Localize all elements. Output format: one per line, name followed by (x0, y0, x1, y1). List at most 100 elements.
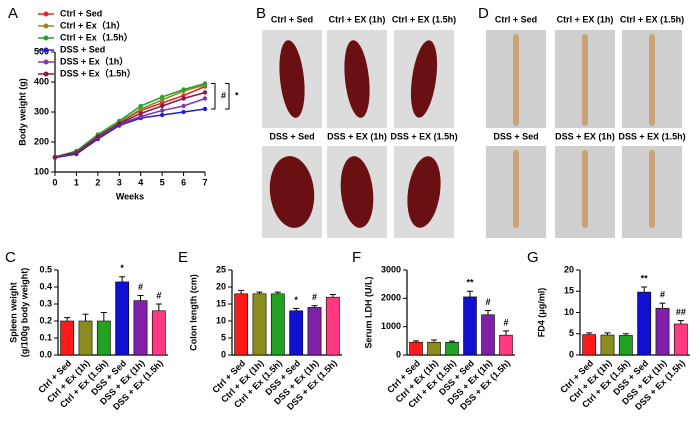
y-tick-label: 0.3 (39, 298, 52, 308)
y-axis-label: (g/100g body weight) (19, 268, 29, 358)
y-axis-label: Colon length (cm) (188, 274, 198, 351)
y-axis-label: Serum LDH (U/L) (363, 276, 373, 348)
colon (513, 34, 519, 126)
panel-letter: A (8, 5, 18, 22)
annotation: # (221, 91, 226, 101)
photo-label: DSS + EX (1h) (555, 131, 615, 141)
y-tick-label: 400 (34, 76, 49, 86)
colon (649, 150, 655, 228)
x-tick-label: 6 (181, 177, 186, 187)
bar (78, 320, 93, 356)
bar-label: # (660, 290, 665, 300)
bar (427, 341, 441, 356)
panel-letter: G (527, 249, 539, 266)
x-tick-label: 7 (202, 177, 207, 187)
point (159, 112, 165, 118)
photo-label: Ctrl + EX (1h) (329, 14, 386, 24)
annotation: * (235, 91, 239, 101)
bar (289, 310, 304, 356)
spleen (340, 156, 374, 228)
y-tick-label: 2000 (381, 293, 401, 303)
series-line (54, 82, 206, 158)
point (159, 108, 165, 113)
legend-label: DSS + Ex（1.5h） (60, 68, 136, 78)
panel-letter: D (478, 5, 489, 22)
y-tick-label: 5 (221, 332, 226, 342)
bar (673, 323, 688, 356)
x-tick-label: 3 (117, 177, 122, 187)
series-line (54, 108, 206, 159)
bar (655, 307, 670, 356)
y-axis-label: Spleen weight (8, 282, 18, 343)
spleen (410, 40, 438, 118)
y-tick-label: 200 (34, 136, 49, 146)
bar (307, 307, 322, 356)
colon (582, 150, 588, 228)
x-tick-label: 4 (138, 177, 143, 187)
y-axis-label: Body weight (g) (17, 78, 27, 146)
x-tick-label: 1 (74, 177, 79, 187)
point (181, 103, 186, 109)
legend-marker (43, 59, 49, 65)
bar (582, 334, 597, 356)
bar-label: # (138, 282, 143, 292)
bar (115, 281, 130, 356)
bar (481, 314, 495, 356)
bar-label: * (294, 295, 298, 305)
bar (499, 334, 513, 356)
y-tick-label: 25 (216, 264, 226, 274)
point (202, 96, 208, 101)
legend-label: DSS + Ex（1h） (60, 56, 128, 66)
colon (582, 34, 588, 126)
point (159, 94, 165, 100)
photo-label: Ctrl + Sed (271, 14, 313, 24)
point (202, 106, 208, 112)
y-tick-label: 500 (34, 46, 49, 56)
legend-label: Ctrl + Sed (60, 8, 102, 18)
y-tick-label: 10 (216, 315, 226, 325)
y-tick-label: 0 (221, 349, 226, 359)
photo-label: DSS + Sed (493, 131, 538, 141)
legend-marker (43, 23, 49, 29)
colon (513, 150, 519, 228)
x-tick-label: 0 (52, 177, 57, 187)
point (202, 81, 208, 86)
point (138, 103, 143, 109)
photo-label: Ctrl + EX (1.5h) (392, 14, 456, 24)
y-tick-label: 0.1 (39, 332, 52, 342)
panel-letter: B (256, 5, 266, 22)
bar (325, 296, 340, 356)
bar (637, 291, 652, 356)
spleen (344, 40, 370, 118)
y-tick-label: 0 (396, 349, 401, 359)
x-axis-label: Weeks (116, 191, 144, 201)
bar-label: ** (466, 278, 474, 288)
photo-label: DSS + EX (1h) (327, 131, 387, 141)
bar-label: ## (676, 307, 686, 317)
point (74, 150, 79, 155)
point (52, 154, 58, 160)
y-tick-label: 0.2 (39, 315, 52, 325)
x-tick-label: 5 (160, 177, 165, 187)
bar-label: # (312, 292, 317, 302)
point (95, 134, 101, 139)
bar-label: * (120, 263, 124, 273)
legend-label: Ctrl + Ex（1h） (60, 20, 125, 30)
bar (151, 310, 166, 356)
series-line (54, 91, 206, 158)
y-tick-label: 10 (564, 307, 574, 317)
y-tick-label: 100 (34, 166, 49, 176)
bar (133, 300, 148, 356)
spleen (279, 40, 305, 118)
photo-label: Ctrl + EX (1h) (557, 14, 614, 24)
y-tick-label: 15 (216, 298, 226, 308)
point (138, 111, 143, 116)
bar (618, 335, 633, 356)
panel-letter: F (352, 249, 361, 266)
y-tick-label: 1000 (381, 321, 401, 331)
legend-label: DSS + Sed (60, 44, 105, 54)
legend-marker (43, 11, 49, 17)
y-tick-label: 0.0 (39, 349, 52, 359)
bar-label: # (485, 297, 490, 307)
